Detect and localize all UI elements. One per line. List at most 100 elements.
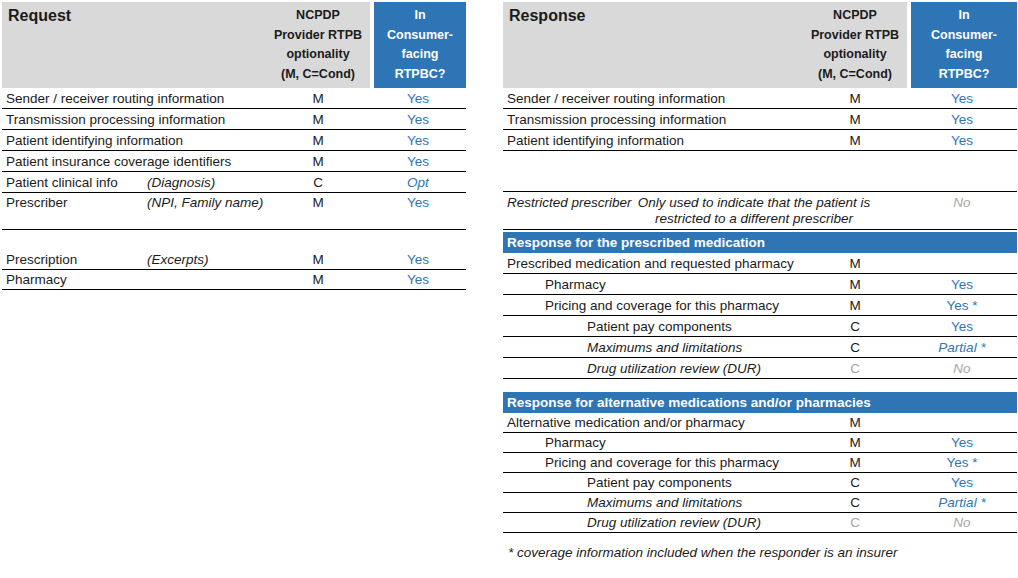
row-label: Drug utilization review (DUR) <box>503 515 803 530</box>
optionality-value: C <box>803 495 907 510</box>
coverage-footnote: * coverage information included when the… <box>503 545 1017 560</box>
optionality-value: M <box>803 277 907 292</box>
row-label: Sender / receiver routing information <box>2 91 266 106</box>
blank-gap <box>503 379 1017 392</box>
row-prescribed-medication: Prescribed medication and requested phar… <box>503 253 1017 274</box>
optionality-value: M <box>803 91 907 106</box>
rtpbc-value: Yes <box>907 435 1017 450</box>
optionality-value: C <box>803 361 907 376</box>
row-sender-receiver: Sender / receiver routing information M … <box>503 88 1017 109</box>
rtpbc-value: No <box>907 515 1017 530</box>
banner-prescribed-medication: Response for the prescribed medication <box>503 232 1017 253</box>
optionality-value: C <box>266 175 370 190</box>
optionality-column-header: NCPDP Provider RTPB optionality (M, C=Co… <box>266 2 370 88</box>
row-patient-identifying: Patient identifying information M Yes <box>503 130 1017 151</box>
row-patient-clinical: Patient clinical info (Diagnosis) C Opt <box>2 172 466 193</box>
rtpbc-value: Yes <box>907 91 1017 106</box>
response-title: Response <box>509 7 585 24</box>
rtpbc-value: Yes <box>907 112 1017 127</box>
request-title-cell: Request <box>2 2 266 88</box>
blank-gap <box>503 151 1017 191</box>
optionality-value: C <box>803 515 907 530</box>
rtpbc-value: Yes * <box>907 455 1017 470</box>
row-prescription: Prescription (Excerpts) M Yes <box>2 250 466 270</box>
row-pricing-coverage: Pricing and coverage for this pharmacy M… <box>503 295 1017 316</box>
rtpbc-value: No <box>907 361 1017 376</box>
row-label: Patient clinical info (Diagnosis) <box>2 175 266 190</box>
optionality-value: M <box>266 112 370 127</box>
row-label: Patient identifying information <box>503 133 803 148</box>
rtpbc-column-header: In Consumer- facing RTPBC? <box>911 2 1017 88</box>
request-table: Request NCPDP Provider RTPB optionality … <box>2 2 466 290</box>
rtpbc-column-header: In Consumer- facing RTPBC? <box>374 2 466 88</box>
row-prescriber: Prescriber (NPI, Family name) M Yes <box>2 193 466 230</box>
row-label: Prescribed medication and requested phar… <box>503 256 803 271</box>
row-pharmacy: Pharmacy M Yes <box>503 274 1017 295</box>
row-label: Pharmacy <box>503 277 803 292</box>
row-label: Restricted prescriber Only used to indic… <box>503 192 803 210</box>
request-title: Request <box>8 7 71 24</box>
row-label: Pharmacy <box>503 435 803 450</box>
row-label: Drug utilization review (DUR) <box>503 361 803 376</box>
row-restricted-prescriber: Restricted prescriber Only used to indic… <box>503 191 1017 230</box>
optionality-value: M <box>803 112 907 127</box>
row-label: Maximums and limitations <box>503 340 803 355</box>
row-alternative-medication: Alternative medication and/or pharmacy M <box>503 413 1017 433</box>
row-label: Pharmacy <box>2 272 266 287</box>
restricted-prescriber-note: Only used to indicate that the patient i… <box>623 195 885 226</box>
row-label: Patient identifying information <box>2 133 266 148</box>
row-label: Transmission processing information <box>2 112 266 127</box>
row-pharmacy: Pharmacy M Yes <box>503 433 1017 453</box>
rtpbc-value: Yes * <box>907 298 1017 313</box>
request-table-header: Request NCPDP Provider RTPB optionality … <box>2 2 466 88</box>
rtpbc-value: Yes <box>370 91 466 106</box>
optionality-value: C <box>803 475 907 490</box>
row-drug-utilization-review: Drug utilization review (DUR) C No <box>503 513 1017 533</box>
optionality-column-header: NCPDP Provider RTPB optionality (M, C=Co… <box>803 2 907 88</box>
optionality-value: M <box>266 272 370 287</box>
row-maximums-limitations: Maximums and limitations C Partial * <box>503 337 1017 358</box>
optionality-value: M <box>803 455 907 470</box>
row-pharmacy: Pharmacy M Yes <box>2 270 466 290</box>
row-patient-identifying: Patient identifying information M Yes <box>2 130 466 151</box>
row-pricing-coverage: Pricing and coverage for this pharmacy M… <box>503 453 1017 473</box>
rtpbc-value: Yes <box>370 193 466 210</box>
optionality-value: M <box>803 435 907 450</box>
rtpbc-value: Opt <box>370 175 466 190</box>
rtpbc-value: Yes <box>907 133 1017 148</box>
optionality-value: M <box>803 256 907 271</box>
row-label: Sender / receiver routing information <box>503 91 803 106</box>
row-patient-insurance: Patient insurance coverage identifiers M… <box>2 151 466 172</box>
response-table-header: Response NCPDP Provider RTPB optionality… <box>503 2 1017 88</box>
optionality-value: M <box>266 252 370 267</box>
row-annotation: (Diagnosis) <box>147 175 215 190</box>
response-table: Response NCPDP Provider RTPB optionality… <box>503 2 1017 560</box>
banner-alternative-medications: Response for alternative medications and… <box>503 392 1017 413</box>
rtpbc-value: Yes <box>907 277 1017 292</box>
optionality-value: M <box>803 298 907 313</box>
rtpbc-value: Yes <box>370 133 466 148</box>
row-label: Patient pay components <box>503 475 803 490</box>
row-patient-pay: Patient pay components C Yes <box>503 473 1017 493</box>
row-label: Patient pay components <box>503 319 803 334</box>
rtpbc-value: No <box>907 192 1017 210</box>
optionality-value: M <box>266 91 370 106</box>
row-maximums-limitations: Maximums and limitations C Partial * <box>503 493 1017 513</box>
optionality-value: M <box>266 193 370 210</box>
row-label: Transmission processing information <box>503 112 803 127</box>
row-label: Patient insurance coverage identifiers <box>2 154 266 169</box>
optionality-value: M <box>803 415 907 430</box>
row-label: Maximums and limitations <box>503 495 803 510</box>
rtpbc-value: Yes <box>370 272 466 287</box>
optionality-value: M <box>266 133 370 148</box>
optionality-value: M <box>803 133 907 148</box>
row-transmission-processing: Transmission processing information M Ye… <box>2 109 466 130</box>
rtpbc-value: Partial * <box>907 340 1017 355</box>
row-sender-receiver: Sender / receiver routing information M … <box>2 88 466 109</box>
row-label: Alternative medication and/or pharmacy <box>503 415 803 430</box>
optionality-value: M <box>266 154 370 169</box>
row-transmission-processing: Transmission processing information M Ye… <box>503 109 1017 130</box>
row-patient-pay: Patient pay components C Yes <box>503 316 1017 337</box>
row-label: Prescription (Excerpts) <box>2 252 266 267</box>
row-drug-utilization-review: Drug utilization review (DUR) C No <box>503 358 1017 379</box>
